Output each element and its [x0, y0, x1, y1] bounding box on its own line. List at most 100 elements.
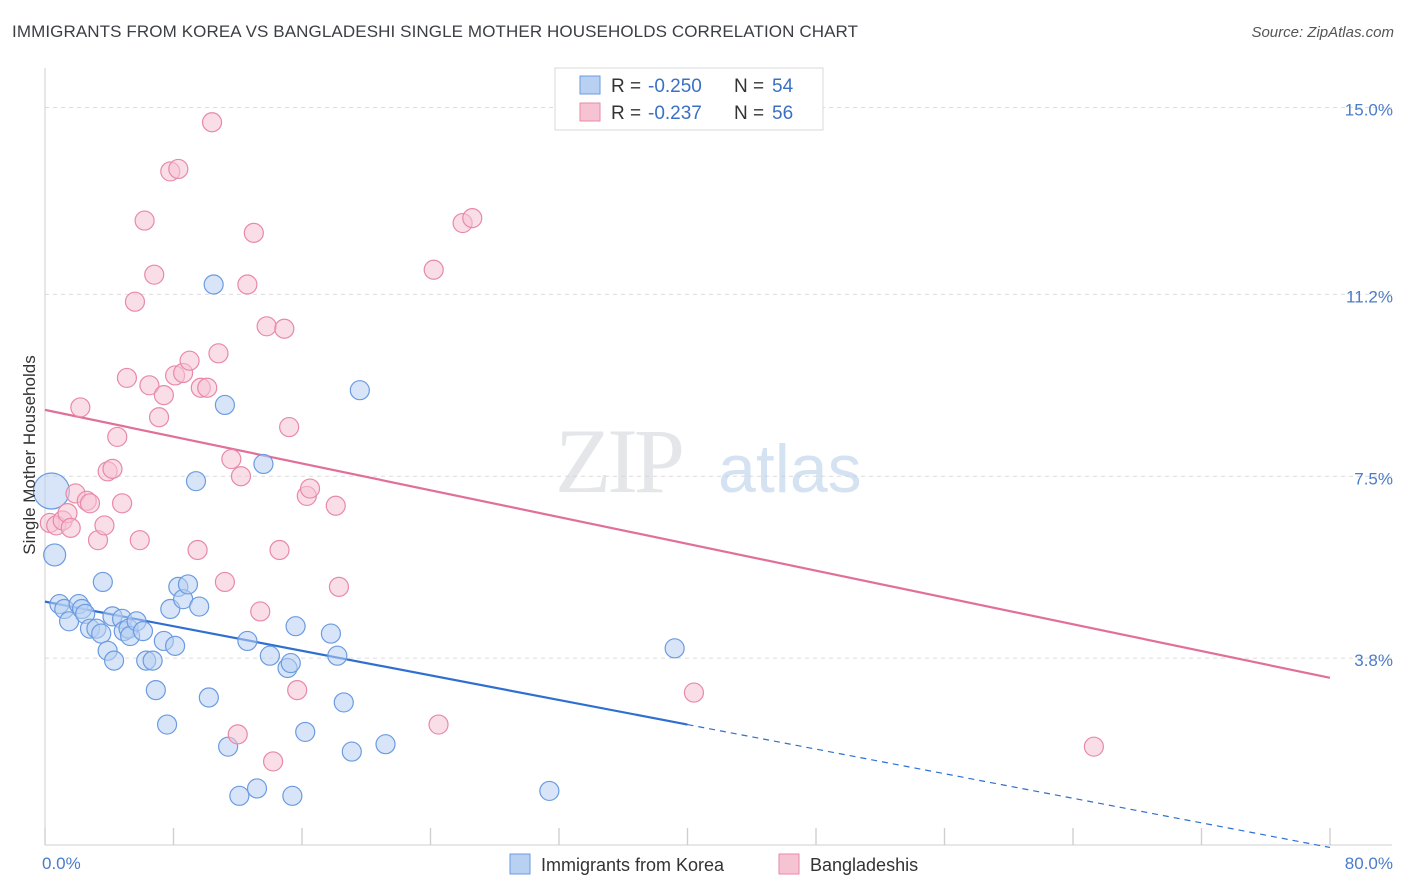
x-tick-labels: 0.0% 80.0% — [42, 854, 1393, 873]
point-bangladeshi — [250, 601, 271, 622]
point-bangladeshi — [79, 493, 101, 514]
point-korea — [349, 380, 370, 401]
point-korea — [185, 471, 207, 492]
point-bangladeshi — [60, 517, 81, 538]
point-korea — [198, 687, 219, 708]
point-bangladeshi — [299, 478, 321, 499]
point-bangladeshi — [187, 539, 208, 561]
point-bangladeshi — [144, 264, 165, 285]
legend-n-value: 54 — [772, 76, 794, 97]
point-korea — [327, 645, 348, 666]
watermark: ZIP atlas — [555, 410, 862, 512]
point-bangladeshi — [262, 751, 284, 772]
point-bangladeshi — [423, 259, 444, 280]
legend-r-value: -0.250 — [648, 76, 702, 97]
point-bangladeshi — [256, 316, 277, 337]
point-bangladeshi — [102, 458, 123, 479]
legend-r-label: R = — [611, 103, 641, 124]
point-korea — [189, 596, 210, 617]
series-legend-swatch — [509, 853, 531, 875]
series-legend: Immigrants from Korea Bangladeshis — [509, 853, 918, 875]
point-korea — [156, 714, 178, 735]
chart-title: IMMIGRANTS FROM KOREA VS BANGLADESHI SIN… — [12, 22, 859, 41]
point-bangladeshi — [70, 397, 91, 418]
grid-lines — [45, 107, 1392, 659]
legend-r-value: -0.237 — [648, 103, 702, 124]
point-korea — [165, 635, 186, 656]
watermark-atlas: atlas — [718, 431, 862, 507]
point-bangladeshi — [269, 539, 290, 561]
point-bangladeshi — [153, 385, 174, 406]
point-korea — [664, 638, 685, 659]
watermark-zip: ZIP — [555, 410, 682, 512]
point-korea — [142, 650, 163, 671]
point-korea — [282, 785, 303, 806]
point-korea — [177, 574, 199, 595]
point-bangladeshi — [274, 318, 295, 339]
source-note: Source: ZipAtlas.com — [1251, 24, 1394, 41]
point-korea — [43, 543, 67, 567]
point-korea — [91, 623, 112, 644]
point-bangladeshi — [227, 724, 248, 745]
x-tick-label: 80.0% — [1345, 854, 1393, 873]
point-korea — [341, 741, 362, 762]
point-korea — [295, 721, 316, 743]
point-korea — [132, 621, 154, 642]
legend-n-label: N = — [734, 76, 764, 97]
point-korea — [253, 453, 274, 475]
point-korea — [145, 680, 166, 701]
point-korea — [103, 650, 125, 671]
point-bangladeshi — [134, 210, 155, 231]
y-axis-label: Single Mother Households — [20, 355, 39, 554]
point-korea — [285, 616, 306, 637]
point-bangladeshi — [279, 416, 300, 438]
point-bangladeshi — [197, 377, 218, 398]
point-bangladeshi — [328, 576, 350, 597]
point-bangladeshi — [116, 367, 138, 389]
point-bangladeshi — [230, 466, 252, 487]
series-legend-swatch — [778, 853, 800, 875]
point-bangladeshi — [129, 530, 150, 551]
y-tick-label: 7.5% — [1354, 469, 1393, 488]
point-bangladeshi — [428, 714, 449, 735]
point-bangladeshi — [214, 571, 235, 593]
y-tick-label: 11.2% — [1346, 287, 1393, 306]
trend-line-korea-extension — [687, 723, 1331, 849]
point-bangladeshi — [179, 350, 200, 371]
trend-line-bangladeshi — [44, 408, 1331, 679]
point-bangladeshi — [208, 343, 229, 364]
y-tick-label: 15.0% — [1345, 101, 1393, 120]
point-korea — [92, 571, 113, 593]
legend-swatch — [579, 102, 601, 122]
point-korea — [246, 778, 268, 799]
point-bangladeshi — [325, 495, 346, 516]
series-legend-label: Immigrants from Korea — [541, 855, 725, 875]
point-bangladeshi — [107, 426, 128, 448]
point-bangladeshi — [462, 208, 483, 229]
legend-swatch — [579, 75, 601, 95]
point-bangladeshi — [243, 222, 264, 243]
point-korea — [375, 734, 396, 755]
series-legend-label: Bangladeshis — [810, 855, 918, 875]
point-bangladeshi — [221, 448, 242, 470]
point-bangladeshi — [168, 158, 189, 180]
point-korea — [280, 652, 301, 674]
point-bangladeshi — [287, 680, 308, 701]
legend-n-value: 56 — [772, 103, 793, 124]
point-korea — [333, 692, 354, 713]
point-korea — [259, 645, 280, 666]
point-korea — [203, 274, 224, 295]
point-bangladeshi — [148, 407, 170, 428]
point-korea — [237, 630, 258, 652]
axes — [44, 68, 1392, 846]
y-tick-labels: 3.8% 7.5% 11.2% 15.0% — [1345, 101, 1393, 671]
point-bangladeshi — [237, 274, 258, 295]
point-korea — [229, 785, 250, 806]
trend-line-korea — [44, 600, 688, 726]
point-bangladeshi — [683, 682, 705, 703]
point-bangladeshi — [139, 375, 160, 396]
legend-r-label: R = — [611, 76, 641, 97]
x-tick-label: 0.0% — [42, 854, 81, 873]
point-korea — [214, 394, 235, 416]
point-bangladeshi — [124, 291, 146, 312]
